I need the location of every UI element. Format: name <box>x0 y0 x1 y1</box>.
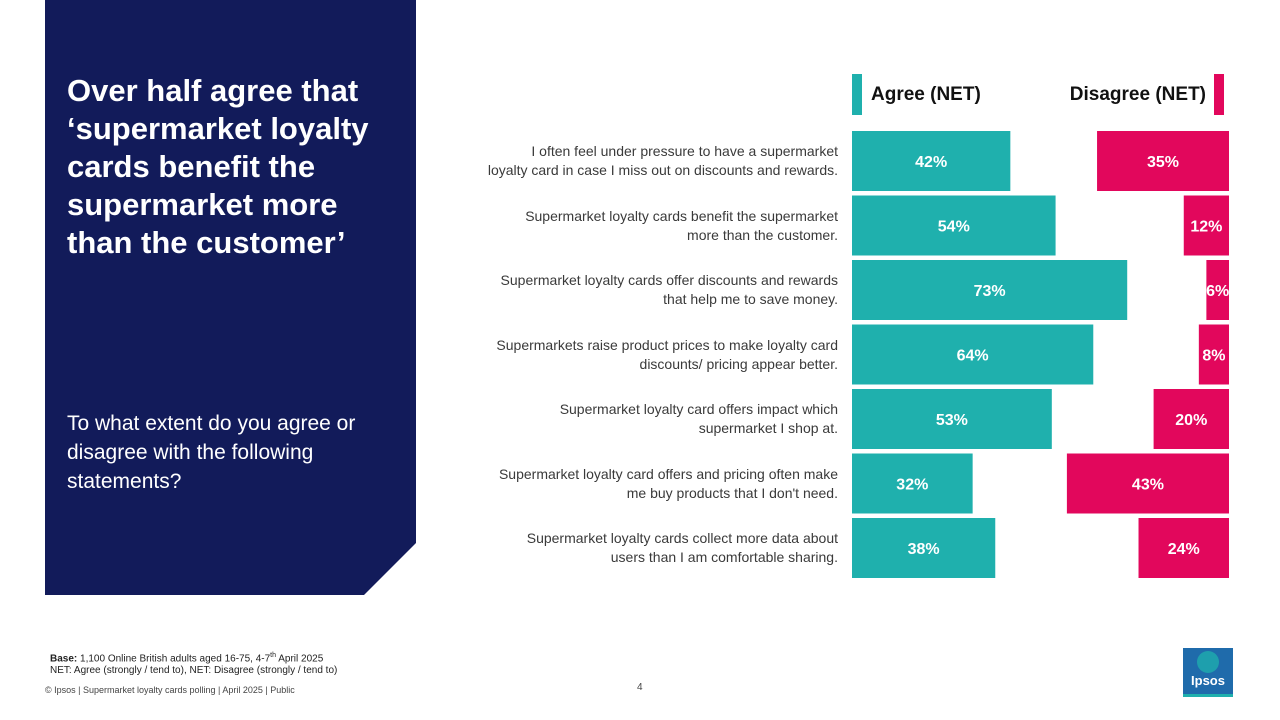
statement-label: Supermarket loyalty cards offer discount… <box>500 272 838 307</box>
page-number: 4 <box>637 682 643 693</box>
disagree-value-label: 8% <box>1202 348 1225 365</box>
disagree-value-label: 24% <box>1168 541 1200 558</box>
agree-value-label: 73% <box>974 283 1006 300</box>
survey-question: To what extent do you agree or disagree … <box>67 412 356 493</box>
agree-bar <box>852 389 1052 449</box>
agree-value-label: 42% <box>915 154 947 171</box>
agree-value-label: 38% <box>908 541 940 558</box>
disagree-value-label: 35% <box>1147 154 1179 171</box>
ipsos-logo: Ipsos <box>1183 648 1233 697</box>
legend-marker-agree <box>852 74 862 115</box>
agree-bar <box>852 324 1094 385</box>
statement-label: I often feel under pressure to have a su… <box>487 143 838 178</box>
statement-label: Supermarket loyalty card offers and pric… <box>498 465 838 501</box>
statement-label: Supermarket loyalty cards collect more d… <box>526 530 838 565</box>
net-definition: NET: Agree (strongly / tend to), NET: Di… <box>50 665 338 677</box>
agree-bar <box>852 518 996 578</box>
disagree-bar <box>1183 195 1229 256</box>
agree-bar <box>852 260 1128 320</box>
base-footnote: Base: 1,100 Online British adults aged 1… <box>50 650 337 677</box>
agree-value-label: 32% <box>896 477 928 494</box>
statement-label: Supermarket loyalty card offers impact w… <box>559 401 838 436</box>
agree-bar <box>852 131 1011 191</box>
agree-value-label: 53% <box>936 412 968 429</box>
base-superscript: th <box>270 652 276 659</box>
disagree-bar <box>1206 260 1229 320</box>
legend-label-agree: Agree (NET) <box>871 84 981 105</box>
agree-bar <box>852 195 1056 256</box>
base-label: Base: <box>50 653 78 665</box>
legend-marker-disagree <box>1214 74 1224 115</box>
agree-bar <box>852 453 973 514</box>
footer-copyright: © Ipsos | Supermarket loyalty cards poll… <box>45 685 295 695</box>
disagree-value-label: 12% <box>1190 219 1222 236</box>
title-panel: Over half agree that ‘supermarket loyalt… <box>45 0 416 595</box>
agree-value-label: 64% <box>957 348 989 365</box>
base-text: 1,100 Online British adults aged 16-75, … <box>77 653 271 665</box>
disagree-value-label: 43% <box>1132 477 1164 494</box>
legend-label-disagree: Disagree (NET) <box>1069 84 1206 105</box>
disagree-bar <box>1153 389 1229 449</box>
logo-mark-icon <box>1197 651 1219 673</box>
agree-value-label: 54% <box>938 219 970 236</box>
disagree-bar <box>1138 518 1229 578</box>
slide-headline: Over half agree that ‘supermarket loyalt… <box>67 73 369 260</box>
disagree-bar <box>1097 131 1229 191</box>
disagree-value-label: 6% <box>1206 283 1229 300</box>
disagree-bar <box>1066 453 1229 514</box>
disagree-value-label: 20% <box>1175 412 1207 429</box>
logo-text: Ipsos <box>1191 673 1225 688</box>
base-tail: April 2025 <box>276 653 324 665</box>
statement-label: Supermarkets raise product prices to mak… <box>496 336 838 372</box>
disagree-bar <box>1198 324 1229 385</box>
statement-label: Supermarket loyalty cards benefit the su… <box>525 207 838 243</box>
